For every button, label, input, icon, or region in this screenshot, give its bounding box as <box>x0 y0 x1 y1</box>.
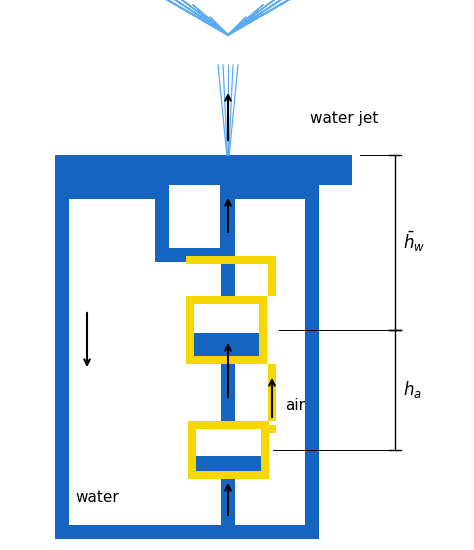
Bar <box>220 185 319 199</box>
Bar <box>188 421 269 479</box>
Bar <box>68 155 348 169</box>
Bar <box>55 185 69 525</box>
Bar <box>268 256 276 296</box>
Bar <box>55 155 69 185</box>
Bar <box>81 155 335 185</box>
Bar <box>68 155 81 185</box>
Bar <box>186 296 267 364</box>
Bar <box>194 304 259 356</box>
Bar <box>196 429 261 471</box>
Bar <box>194 333 259 356</box>
Bar <box>305 185 319 525</box>
Bar <box>81 169 335 185</box>
Bar <box>196 456 261 471</box>
Bar <box>335 155 348 185</box>
Bar <box>221 185 235 539</box>
Bar <box>268 364 276 421</box>
Bar <box>268 425 276 433</box>
Text: $\bar{h}_w$: $\bar{h}_w$ <box>403 230 425 254</box>
Text: air: air <box>285 398 305 412</box>
Bar <box>220 185 234 262</box>
Bar <box>69 155 338 185</box>
Bar <box>186 256 276 264</box>
Bar <box>155 248 234 262</box>
Text: water jet: water jet <box>310 111 378 125</box>
Text: water: water <box>75 491 119 505</box>
Bar <box>155 185 169 262</box>
Bar <box>55 185 160 199</box>
Bar <box>338 155 352 185</box>
Text: $h_a$: $h_a$ <box>403 379 422 400</box>
Bar <box>55 525 319 539</box>
